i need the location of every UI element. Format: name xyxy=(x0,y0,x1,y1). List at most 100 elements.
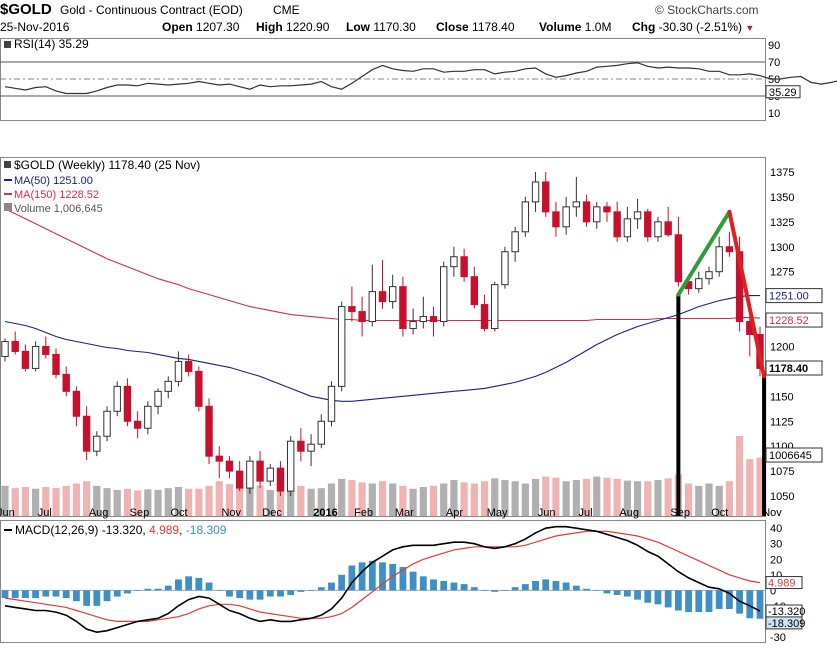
volume-bar xyxy=(368,483,376,516)
macd-hist-bar xyxy=(32,590,40,599)
macd-hist-bar xyxy=(62,590,70,599)
candle-body xyxy=(593,206,601,223)
volume-bar xyxy=(174,487,183,516)
volume-bar xyxy=(1,485,9,516)
price-tick-label: 1275 xyxy=(770,267,794,279)
ma150-last-label-box xyxy=(765,312,823,328)
macd-hist-bar xyxy=(532,581,539,591)
close-label: Close xyxy=(436,20,469,34)
price-tick-label: 1350 xyxy=(770,192,794,204)
volume-bar xyxy=(62,485,70,516)
candle-body xyxy=(256,460,264,482)
candle-body xyxy=(195,370,203,407)
candle-body xyxy=(613,211,621,238)
volume-value: 1.0M xyxy=(584,20,612,34)
volume-bar xyxy=(664,478,672,516)
macd-hist-bar xyxy=(1,590,9,599)
candle-body xyxy=(623,218,632,238)
macd-hist-bar xyxy=(205,582,213,591)
candle-body xyxy=(419,316,428,323)
x-axis-label: May xyxy=(487,507,508,519)
macd-hist-bar xyxy=(358,562,366,591)
macd-line xyxy=(4,525,761,634)
ohlc-bar: 25-Nov-2016 Open 1207.30 High 1220.90 Lo… xyxy=(0,20,837,36)
candle-body xyxy=(409,321,417,330)
macd-hist-bar xyxy=(623,590,631,597)
volume-bar xyxy=(205,485,213,516)
macd-hist-bar xyxy=(124,590,131,594)
candle-body xyxy=(307,443,315,452)
macd-hist-bar xyxy=(664,590,672,608)
candle-body xyxy=(42,345,50,355)
macd-hist-bar xyxy=(277,590,284,597)
macd-hist-bar xyxy=(246,590,254,600)
high-value: 1220.90 xyxy=(286,20,330,34)
low-value: 1170.30 xyxy=(373,20,416,34)
x-axis-label: Aug xyxy=(619,507,639,519)
volume-bar xyxy=(603,477,611,516)
volume-label: Volume xyxy=(539,20,582,34)
volume-bar xyxy=(21,487,30,516)
macd-hist-bar xyxy=(521,584,529,591)
volume-bar xyxy=(705,483,713,516)
volume-bar xyxy=(317,488,325,516)
macd-hist-bar xyxy=(419,576,427,591)
x-axis-label: Dec xyxy=(262,507,282,519)
x-axis-label: Jun xyxy=(0,507,15,519)
candle-body xyxy=(725,246,734,253)
volume-bar xyxy=(225,484,234,516)
candle-body xyxy=(480,304,489,330)
macd-tick-label: 40 xyxy=(770,523,782,535)
macd-hist-bar xyxy=(368,560,376,591)
volume-bar xyxy=(654,480,662,516)
volume-bar xyxy=(297,485,305,516)
candle-body xyxy=(82,415,91,452)
x-axis-label: Sep xyxy=(130,507,150,519)
x-axis-label: 2016 xyxy=(313,507,337,519)
x-axis-label: Feb xyxy=(354,507,373,519)
candle-body xyxy=(603,206,611,213)
macd-hist-bar xyxy=(409,571,417,591)
macd-hist-bar xyxy=(185,576,193,591)
candle-body xyxy=(552,211,560,228)
volume-bar xyxy=(93,485,101,516)
rsi-tick-label: 10 xyxy=(768,108,780,120)
chart-date: 25-Nov-2016 xyxy=(0,20,70,34)
volume-bar xyxy=(83,481,91,516)
macd-hist-bar xyxy=(236,590,244,599)
macd-hist-bar xyxy=(460,584,468,591)
candle-body xyxy=(695,278,703,290)
ma50-line xyxy=(4,295,760,402)
annotation-red-line xyxy=(727,209,767,379)
volume-bar xyxy=(276,488,285,516)
ma50-legend: MA(50) 1251.00 xyxy=(14,175,93,187)
volume-bar xyxy=(450,480,458,516)
macd-hist-bar xyxy=(93,590,101,606)
candle-body xyxy=(531,181,540,203)
candle-body xyxy=(501,251,509,286)
volume-bar xyxy=(531,478,540,516)
candle-body xyxy=(154,390,162,407)
volume-bar xyxy=(501,480,509,516)
macd-hist-bar xyxy=(215,590,223,591)
macd-hist-bar xyxy=(226,590,233,597)
volume-bar xyxy=(287,487,295,516)
candle-body xyxy=(521,201,530,233)
macd-hist-bar xyxy=(674,590,682,611)
macd-tick-label: -30 xyxy=(770,632,786,644)
candle-body xyxy=(368,291,376,323)
price-tick-label: 1300 xyxy=(770,242,794,254)
volume-bar xyxy=(470,483,478,516)
candle-body xyxy=(113,385,121,412)
macd-last-label: -13.320 xyxy=(768,606,805,618)
volume-bar xyxy=(684,483,693,516)
candle-body xyxy=(633,211,642,220)
macd-legend-sep: , xyxy=(179,523,186,537)
rsi-line xyxy=(4,62,837,95)
candle-body xyxy=(62,373,70,392)
candle-body xyxy=(644,211,652,238)
macd-hist-bar xyxy=(572,585,580,591)
volume-bar xyxy=(103,488,111,516)
macd-hist-bar xyxy=(175,579,182,591)
volume-bar xyxy=(582,478,591,516)
